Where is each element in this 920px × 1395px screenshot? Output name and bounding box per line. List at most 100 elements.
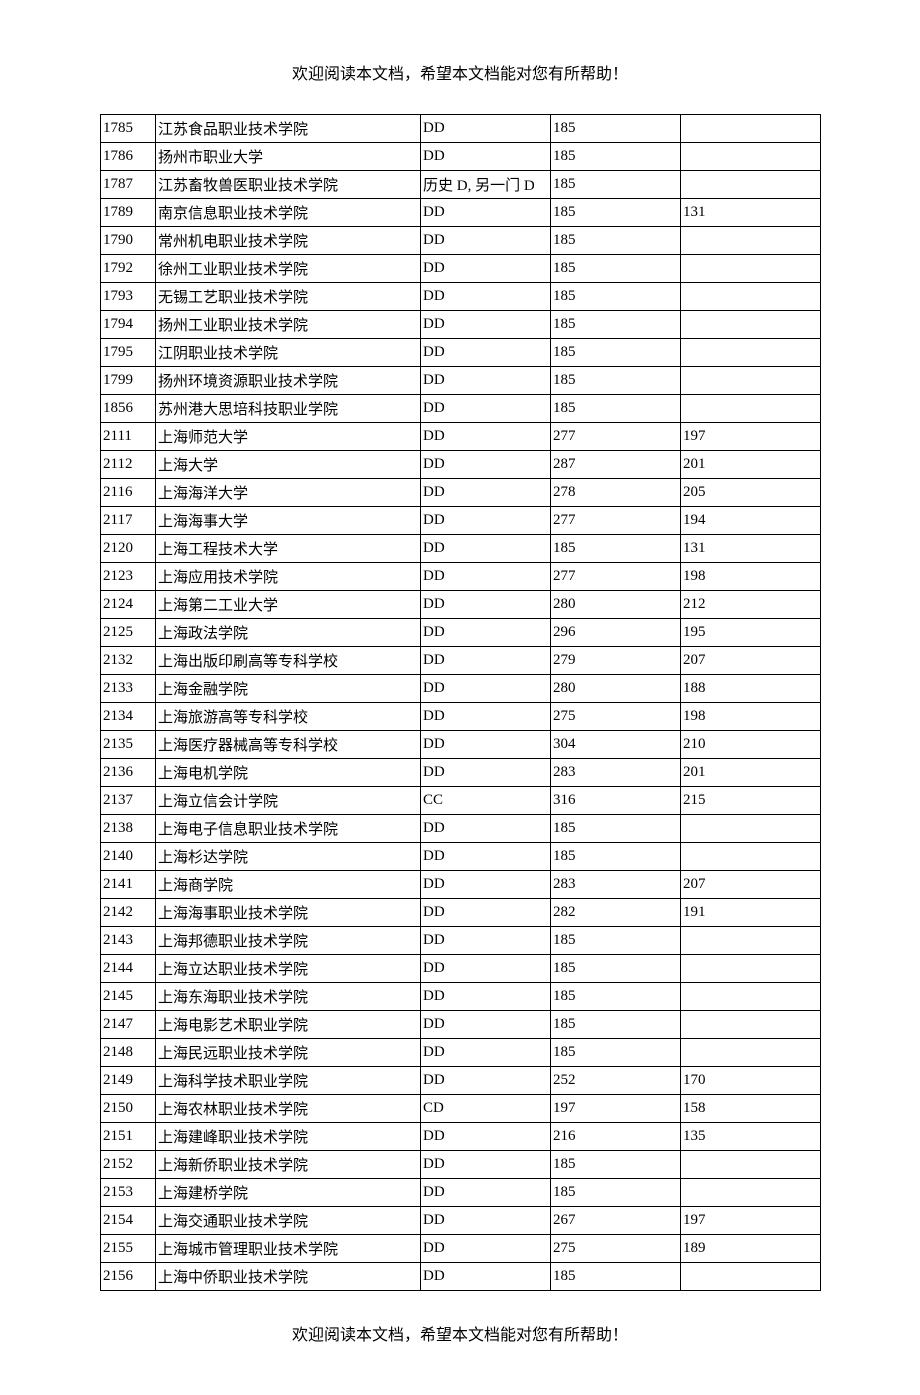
table-cell: 252 [551,1067,681,1095]
table-cell: DD [421,115,551,143]
table-cell [681,171,821,199]
table-cell: 上海立达职业技术学院 [156,955,421,983]
table-cell: 南京信息职业技术学院 [156,199,421,227]
table-cell [681,1179,821,1207]
table-cell: 上海交通职业技术学院 [156,1207,421,1235]
table-cell: 2133 [101,675,156,703]
table-cell: DD [421,507,551,535]
table-cell: DD [421,591,551,619]
table-cell: 上海电机学院 [156,759,421,787]
table-cell: 2135 [101,731,156,759]
table-cell: 扬州环境资源职业技术学院 [156,367,421,395]
table-cell: 2144 [101,955,156,983]
table-cell: 2153 [101,1179,156,1207]
table-cell: 280 [551,591,681,619]
table-cell: 135 [681,1123,821,1151]
table-cell [681,843,821,871]
table-row: 2117上海海事大学DD277194 [101,507,821,535]
table-cell: 278 [551,479,681,507]
table-row: 1785江苏食品职业技术学院DD185 [101,115,821,143]
table-cell: 185 [551,1151,681,1179]
table-cell: 1787 [101,171,156,199]
table-cell: DD [421,759,551,787]
table-cell: 185 [551,815,681,843]
table-row: 2155上海城市管理职业技术学院DD275189 [101,1235,821,1263]
table-cell: 277 [551,563,681,591]
table-cell: 277 [551,507,681,535]
table-cell: 1795 [101,339,156,367]
table-cell [681,367,821,395]
table-cell [681,339,821,367]
table-row: 2137上海立信会计学院CC316215 [101,787,821,815]
table-cell: DD [421,255,551,283]
table-cell: 2140 [101,843,156,871]
table-row: 2152上海新侨职业技术学院DD185 [101,1151,821,1179]
table-cell: 2148 [101,1039,156,1067]
table-row: 2145上海东海职业技术学院DD185 [101,983,821,1011]
table-cell: 2137 [101,787,156,815]
table-cell: 201 [681,451,821,479]
table-cell: DD [421,395,551,423]
table-cell [681,1263,821,1291]
page-header: 欢迎阅读本文档，希望本文档能对您有所帮助！ [100,60,820,84]
table-cell: CD [421,1095,551,1123]
table-cell: 上海出版印刷高等专科学校 [156,647,421,675]
table-cell: 上海农林职业技术学院 [156,1095,421,1123]
table-cell: 185 [551,339,681,367]
table-cell: 2116 [101,479,156,507]
table-cell: DD [421,451,551,479]
table-cell [681,1151,821,1179]
table-cell: 2141 [101,871,156,899]
table-row: 1856苏州港大思培科技职业学院DD185 [101,395,821,423]
table-cell: 江阴职业技术学院 [156,339,421,367]
table-row: 2112上海大学DD287201 [101,451,821,479]
table-row: 2124上海第二工业大学DD280212 [101,591,821,619]
table-cell: 210 [681,731,821,759]
table-cell: DD [421,227,551,255]
table-cell: 2124 [101,591,156,619]
table-cell: DD [421,367,551,395]
table-cell: DD [421,1039,551,1067]
table-cell: 徐州工业职业技术学院 [156,255,421,283]
table-row: 1787江苏畜牧兽医职业技术学院历史 D, 另一门 D185 [101,171,821,199]
table-row: 2125上海政法学院DD296195 [101,619,821,647]
table-cell: 283 [551,759,681,787]
table-row: 2141上海商学院DD283207 [101,871,821,899]
table-cell: 2151 [101,1123,156,1151]
table-cell: DD [421,1123,551,1151]
table-cell [681,311,821,339]
table-cell: 2145 [101,983,156,1011]
table-cell: 上海立信会计学院 [156,787,421,815]
table-cell: 316 [551,787,681,815]
table-cell: 江苏畜牧兽医职业技术学院 [156,171,421,199]
table-cell: 197 [681,423,821,451]
table-cell: 197 [681,1207,821,1235]
table-cell: 279 [551,647,681,675]
table-cell: 2156 [101,1263,156,1291]
table-row: 2133上海金融学院DD280188 [101,675,821,703]
table-cell: 267 [551,1207,681,1235]
table-cell: 1789 [101,199,156,227]
table-cell [681,955,821,983]
table-cell: 185 [551,367,681,395]
table-cell: 上海杉达学院 [156,843,421,871]
table-cell: DD [421,703,551,731]
table-cell: 185 [551,955,681,983]
table-cell [681,255,821,283]
table-cell [681,227,821,255]
table-cell: 287 [551,451,681,479]
page-footer: 欢迎阅读本文档，希望本文档能对您有所帮助！ [100,1321,820,1345]
table-cell: 上海新侨职业技术学院 [156,1151,421,1179]
table-cell: 上海邦德职业技术学院 [156,927,421,955]
table-cell: 常州机电职业技术学院 [156,227,421,255]
table-cell: 扬州市职业大学 [156,143,421,171]
table-row: 1794扬州工业职业技术学院DD185 [101,311,821,339]
table-cell: 2125 [101,619,156,647]
table-row: 2111上海师范大学DD277197 [101,423,821,451]
table-cell: 2123 [101,563,156,591]
table-row: 1789南京信息职业技术学院DD185131 [101,199,821,227]
table-cell: DD [421,1067,551,1095]
table-row: 2142上海海事职业技术学院DD282191 [101,899,821,927]
table-cell: 上海金融学院 [156,675,421,703]
table-row: 2151上海建峰职业技术学院DD216135 [101,1123,821,1151]
